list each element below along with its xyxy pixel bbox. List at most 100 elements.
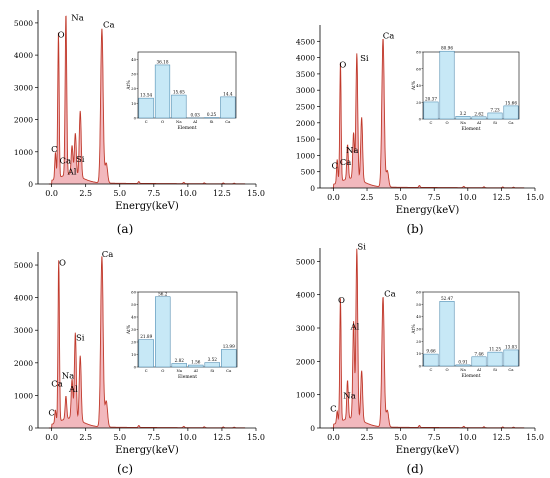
x-tick-label: 12.5 [493, 433, 511, 442]
peak-label: Na [62, 371, 75, 381]
y-tick-label: 1000 [296, 151, 315, 160]
peak-label: O [59, 259, 66, 269]
x-tick-label: 12.5 [213, 433, 231, 442]
y-tick-label: 1000 [14, 148, 33, 157]
inset-bar-na [171, 363, 187, 368]
y-tick-label: 3000 [296, 86, 315, 95]
inset-bar-value: 2.82 [175, 358, 185, 363]
x-tick-label: 0.0 [45, 189, 58, 198]
inset-bar-value: 13.99 [223, 344, 235, 349]
inset-y-tick-label: 20 [131, 340, 136, 345]
peak-label: C [330, 404, 337, 414]
inset-y-tick-label: 10 [416, 351, 421, 356]
x-tick-label: 7.5 [428, 193, 441, 202]
inset-y-tick-label: 30 [416, 327, 421, 332]
inset-category-label: Al [476, 120, 482, 125]
inset-bar-o [154, 64, 171, 119]
x-tick-label: 10.0 [179, 433, 197, 442]
inset-category-label: Ca [225, 119, 231, 124]
inset-bar-ca [503, 349, 519, 367]
y-tick-label: 3500 [296, 70, 315, 79]
x-tick-label: 0.0 [327, 433, 340, 442]
inset-bar-value: 7.23 [490, 107, 500, 112]
peak-label: Ca [384, 289, 396, 299]
inset-bar-value: 14.4 [223, 91, 233, 96]
peak-label: Ca [59, 157, 71, 167]
x-tick-label: 5.0 [113, 433, 126, 442]
inset-category-label: Si [493, 120, 498, 125]
inset-x-axis-label: Element [461, 373, 480, 379]
x-tick-label: 5.0 [113, 189, 126, 198]
x-tick-label: 2.5 [79, 189, 92, 198]
peak-label: Ca [340, 158, 352, 168]
inset-bar-value: 13.03 [505, 344, 517, 349]
inset-bar-value: 1.56 [191, 360, 201, 365]
x-tick-label: 15.0 [247, 433, 265, 442]
spectrum-panel-1: 0.0 2.5 5.0 7.5 10.0 12.5 15.00100020003000400… [14, 10, 265, 212]
x-tick-label: 2.5 [361, 193, 374, 202]
inset-y-tick-label: 10 [131, 352, 136, 357]
inset-bar-value: 80.96 [441, 46, 453, 51]
inset-category-label: Na [460, 120, 466, 125]
inset-y-tick-label: 60 [131, 290, 136, 295]
x-axis-label: Energy(keV) [396, 205, 460, 216]
inset-y-axis-label: At% [126, 324, 132, 335]
x-tick-label: 2.5 [361, 433, 374, 442]
inset-bar-value: 20.37 [425, 96, 437, 101]
spectrum-panel-4: 0.0 2.5 5.0 7.5 10.0 12.5 15.00100020003000400… [296, 243, 544, 456]
inset-category-label: Si [493, 367, 498, 372]
y-tick-label: 4000 [14, 51, 33, 60]
inset-bar-ca [220, 96, 236, 119]
x-tick-label: 2.5 [79, 433, 92, 442]
inset-category-label: Na [176, 368, 182, 373]
inset-bar-al [471, 116, 487, 120]
y-tick-label: 5000 [296, 257, 315, 266]
inset-bar-ca [503, 105, 519, 120]
peak-label: O [58, 30, 65, 40]
inset-y-tick-label: 60 [416, 290, 421, 295]
x-tick-label: 10.0 [459, 433, 477, 442]
y-tick-label: 1000 [296, 391, 315, 400]
panel-caption-a: (a) [116, 222, 134, 236]
x-tick-label: 12.5 [213, 189, 231, 198]
inset-bar-na [171, 94, 187, 119]
inset-frame [137, 51, 237, 119]
inset-bar-al [188, 364, 204, 368]
inset-category-label: Al [476, 367, 482, 372]
inset-bar-na [455, 364, 471, 367]
inset-bar-chart: 21.89 C 56.2 O 2.82 Na 1.56 Al 3.52 Si 13.99 Ca 0 10 2… [126, 290, 238, 380]
x-tick-label: 15.0 [247, 189, 265, 198]
inset-y-tick-label: 50 [416, 302, 421, 307]
y-tick-label: 4000 [296, 54, 315, 63]
panel-caption-c: (c) [116, 462, 134, 476]
inset-bar-o [439, 50, 455, 120]
inset-y-tick-label: 40 [416, 83, 421, 88]
inset-bar-value: 7.46 [474, 351, 484, 356]
inset-y-axis-label: At% [411, 80, 417, 91]
panel-caption-b: (b) [406, 222, 424, 236]
x-tick-label: 0.0 [327, 193, 340, 202]
peak-label: Si [360, 54, 369, 64]
x-tick-label: 15.0 [526, 433, 544, 442]
y-tick-label: 0 [310, 184, 315, 193]
inset-y-tick-label: 80 [416, 50, 421, 55]
inset-category-label: O [161, 119, 164, 124]
inset-x-axis-label: Element [461, 126, 480, 132]
inset-frame [137, 291, 238, 368]
inset-category-label: Ca [226, 368, 232, 373]
y-tick-label: 1000 [14, 391, 33, 400]
peak-label: Al [67, 167, 77, 177]
peak-label: Ca [103, 21, 115, 31]
x-tick-label: 7.5 [147, 189, 160, 198]
y-tick-label: 2000 [296, 357, 315, 366]
inset-y-tick-label: 30 [131, 327, 136, 332]
inset-bar-si [487, 351, 503, 367]
x-tick-label: 15.0 [526, 193, 544, 202]
inset-category-label: O [445, 367, 448, 372]
y-tick-label: 3000 [14, 326, 33, 335]
inset-category-label: Si [210, 368, 215, 373]
inset-y-tick-label: 0 [419, 364, 422, 369]
inset-bar-c [423, 101, 439, 120]
y-tick-label: 0 [28, 180, 33, 189]
inset-y-tick-label: 50 [131, 302, 136, 307]
